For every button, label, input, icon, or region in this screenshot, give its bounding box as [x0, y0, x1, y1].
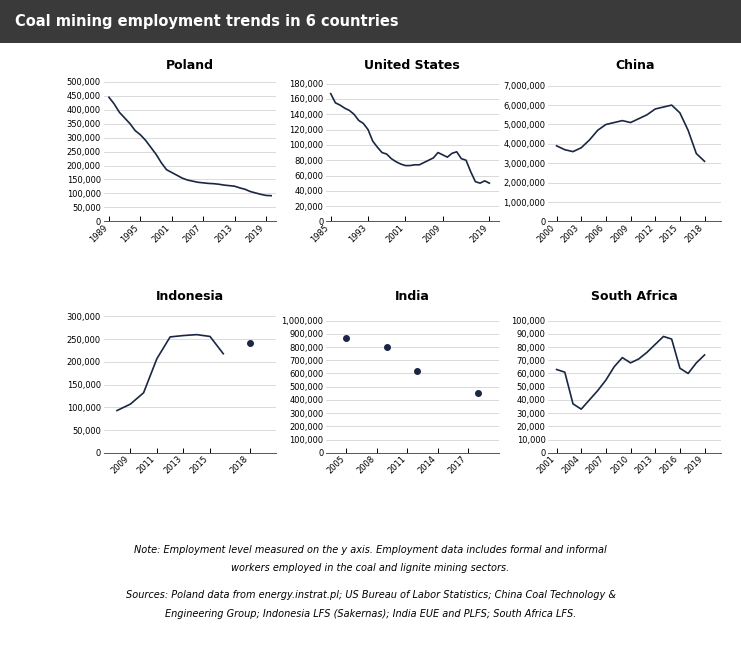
Title: Poland: Poland: [166, 59, 214, 72]
Title: South Africa: South Africa: [591, 290, 678, 303]
Title: Indonesia: Indonesia: [156, 290, 224, 303]
Title: United States: United States: [365, 59, 460, 72]
Title: China: China: [615, 59, 654, 72]
Text: Note: Employment level measured on the y axis. Employment data includes formal a: Note: Employment level measured on the y…: [134, 545, 607, 555]
Text: Engineering Group; Indonesia LFS (Sakernas); India EUE and PLFS; South Africa LF: Engineering Group; Indonesia LFS (Sakern…: [165, 609, 576, 619]
Text: Coal mining employment trends in 6 countries: Coal mining employment trends in 6 count…: [15, 14, 399, 29]
Text: Sources: Poland data from energy.instrat.pl; US Bureau of Labor Statistics; Chin: Sources: Poland data from energy.instrat…: [125, 590, 616, 600]
Title: India: India: [395, 290, 430, 303]
Text: workers employed in the coal and lignite mining sectors.: workers employed in the coal and lignite…: [231, 563, 510, 573]
